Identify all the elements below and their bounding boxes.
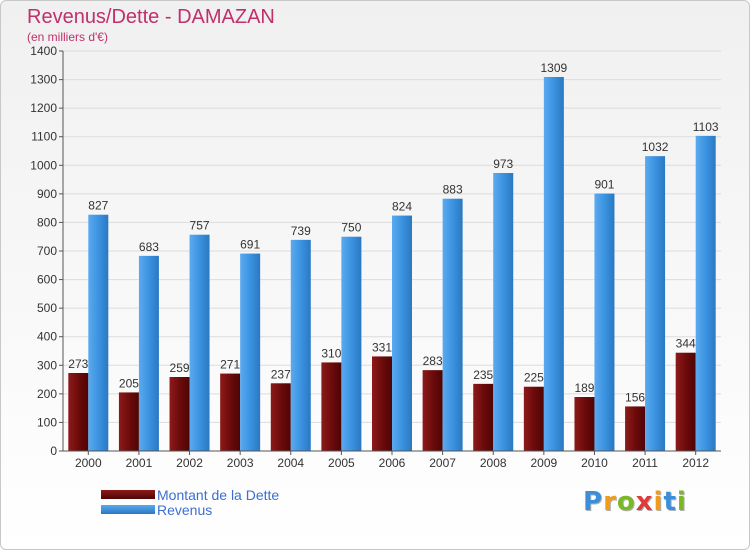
x-tick-label: 2004 (277, 456, 304, 470)
y-tick-label: 1200 (30, 101, 57, 115)
revenue-bar (290, 239, 311, 451)
x-tick-label: 2010 (581, 456, 608, 470)
revenue-bar (341, 236, 362, 451)
y-tick-label: 1100 (31, 130, 57, 144)
revenue-value-label: 683 (139, 240, 159, 254)
y-tick-label: 600 (37, 273, 57, 287)
debt-bar (118, 392, 139, 451)
revenue-bar (392, 215, 412, 451)
revenue-bar (594, 193, 615, 452)
legend-label-revenue: Revenus (157, 501, 213, 518)
debt-value-label: 235 (473, 368, 493, 382)
x-tick-label: 2011 (632, 456, 658, 470)
revenue-value-label: 750 (341, 221, 361, 235)
debt-value-label: 156 (625, 390, 645, 404)
x-tick-label: 2001 (126, 456, 153, 470)
revenue-value-label: 739 (291, 224, 311, 238)
x-tick-label: 2002 (176, 456, 203, 470)
x-tick-label: 2003 (227, 456, 254, 470)
debt-value-label: 344 (676, 337, 696, 351)
x-tick-label: 2008 (480, 456, 507, 470)
revenue-value-label: 973 (493, 157, 513, 171)
revenue-bar (645, 156, 666, 451)
debt-value-label: 237 (271, 367, 291, 381)
legend-swatch-revenue (101, 505, 155, 514)
debt-value-label: 283 (423, 354, 443, 368)
y-tick-label: 1300 (30, 73, 57, 87)
revenue-bar (543, 77, 564, 451)
revenue-value-label: 1309 (540, 61, 567, 75)
debt-bar (675, 352, 696, 451)
y-tick-label: 900 (37, 187, 57, 201)
revenue-bar (189, 234, 210, 451)
revenue-value-label: 883 (443, 183, 463, 197)
x-tick-label: 2000 (75, 456, 102, 470)
x-tick-label: 2009 (530, 456, 557, 470)
debt-value-label: 331 (372, 340, 392, 354)
revenue-bar (240, 253, 261, 451)
x-tick-label: 2005 (328, 456, 355, 470)
debt-bar (169, 377, 190, 451)
debt-value-label: 273 (68, 357, 88, 371)
legend-label-debt: Montant de la Dette (157, 486, 280, 503)
revenue-value-label: 691 (240, 238, 260, 252)
revenue-bar (695, 135, 716, 451)
debt-bar (321, 362, 342, 451)
debt-bar (574, 397, 595, 451)
debt-bar (372, 356, 392, 451)
debt-bar (625, 406, 646, 451)
y-tick-label: 500 (37, 301, 57, 315)
debt-value-label: 259 (170, 361, 190, 375)
y-tick-label: 0 (50, 444, 57, 458)
proxiti-logo: Proxiti (583, 487, 687, 517)
debt-bar (523, 386, 544, 451)
legend-swatch-debt (101, 490, 155, 499)
y-tick-label: 200 (37, 387, 57, 401)
revenue-bar (88, 214, 109, 451)
debt-bar (422, 370, 443, 451)
debt-bar (270, 383, 291, 451)
y-tick-label: 1000 (30, 158, 57, 172)
y-tick-label: 100 (37, 415, 57, 429)
revenue-value-label: 827 (88, 199, 108, 213)
y-tick-label: 400 (37, 330, 57, 344)
x-tick-label: 2012 (682, 456, 709, 470)
legend-item-revenue: Revenus (101, 501, 279, 518)
debt-value-label: 205 (119, 376, 139, 390)
chart-subtitle: (en milliers d'€) (27, 30, 108, 44)
y-tick-label: 1400 (30, 44, 57, 58)
y-tick-label: 800 (37, 215, 57, 229)
revenue-value-label: 757 (190, 219, 210, 233)
revenue-value-label: 1103 (693, 120, 719, 134)
revenue-value-label: 824 (392, 200, 412, 214)
debt-value-label: 189 (574, 381, 594, 395)
x-tick-label: 2007 (429, 456, 456, 470)
debt-value-label: 310 (321, 346, 341, 360)
y-tick-label: 300 (37, 358, 57, 372)
debt-bar (220, 373, 241, 451)
revenue-bar (138, 255, 159, 451)
chart-title: Revenus/Dette - DAMAZAN (27, 6, 275, 28)
debt-value-label: 225 (524, 371, 544, 385)
revenue-bar (493, 173, 514, 451)
debt-value-label: 271 (220, 358, 240, 372)
x-tick-label: 2006 (379, 456, 406, 470)
debt-bar (68, 373, 89, 451)
y-tick-label: 700 (37, 244, 57, 258)
revenue-bar (442, 198, 463, 451)
legend-item-debt: Montant de la Dette (101, 486, 280, 503)
chart-legend: Montant de la Dette Revenus (101, 486, 280, 518)
debt-bar (473, 383, 494, 451)
revenue-value-label: 1032 (642, 140, 669, 154)
revenue-value-label: 901 (594, 178, 614, 192)
